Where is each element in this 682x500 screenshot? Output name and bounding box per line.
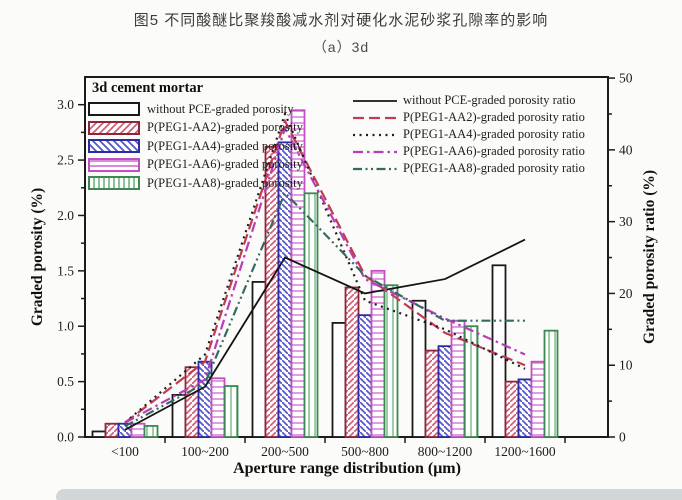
legend-line-label: P(PEG1-AA4)-graded porosity ratio <box>403 127 585 141</box>
bar-peg1-aa8 <box>383 284 399 438</box>
legend-line-label: P(PEG1-AA6)-graded porosity ratio <box>403 144 585 158</box>
line-series-without-pce-ratio <box>124 238 526 431</box>
legend-lines: without PCE-graded porosity ratio P(PEG1-… <box>352 92 585 177</box>
legend-bar-item: P(PEG1-AA4)-graded porosity <box>88 137 303 156</box>
bar-series-peg1-aa4 <box>117 141 533 438</box>
bar-peg1-aa8 <box>143 425 159 438</box>
legend-line-item: P(PEG1-AA2)-graded porosity ratio <box>352 109 585 126</box>
right-tick-label: 20 <box>619 286 633 301</box>
right-tick-label: 50 <box>619 71 633 86</box>
bar-peg1-aa8 <box>463 325 479 438</box>
left-tick-label: 1.0 <box>57 319 74 334</box>
x-axis-title: Aperture range distribution (μm) <box>233 460 461 477</box>
legend-bar-item: P(PEG1-AA2)-graded porosity <box>88 119 303 138</box>
right-tick-label: 30 <box>619 214 633 229</box>
line-series-peg1-aa6-ratio <box>124 125 526 424</box>
legend-line-sample <box>353 150 397 153</box>
left-tick-label: 0.0 <box>57 430 74 445</box>
left-tick-label: 2.5 <box>57 153 74 168</box>
figure-subtitle: （a）3d <box>312 39 370 55</box>
legend-line-label: P(PEG1-AA8)-graded porosity ratio <box>403 161 585 175</box>
legend-bar-label: P(PEG1-AA4)-graded porosity <box>147 138 303 153</box>
line-series-peg1-aa2-ratio <box>124 118 526 424</box>
bar-series-peg1-aa8 <box>143 192 559 438</box>
left-tick-label: 1.5 <box>57 263 74 278</box>
legend-bar-item: P(PEG1-AA8)-graded porosity <box>88 174 303 193</box>
legend-line-items: without PCE-graded porosity ratio P(PEG1-… <box>352 92 585 177</box>
x-category-label: 800~1200 <box>418 444 473 459</box>
legend-bar-swatch <box>88 157 140 172</box>
bottom-band <box>56 489 682 500</box>
bar-peg1-aa8 <box>303 192 319 438</box>
line-series-peg1-aa8-ratio <box>124 190 525 428</box>
axis-ticks <box>78 77 615 443</box>
legend-bar-label: P(PEG1-AA8)-graded porosity <box>147 175 303 190</box>
legend-line-label: P(PEG1-AA2)-graded porosity ratio <box>403 110 585 124</box>
bar-peg1-aa8 <box>223 385 239 438</box>
right-tick-label: 40 <box>619 142 633 157</box>
legend-line-item: P(PEG1-AA6)-graded porosity ratio <box>352 143 585 160</box>
legend-bar-label: without PCE-graded porosity <box>147 101 294 116</box>
axis-tick-labels: 0.0 0.5 1.0 1.5 2.0 2.5 3.0 0 10 20 30 40 50 <100 100~… <box>57 71 633 459</box>
right-tick-label: 10 <box>619 358 633 373</box>
bar-series-without-pce <box>91 264 507 438</box>
left-tick-label: 3.0 <box>57 97 74 112</box>
x-category-label: 100~200 <box>181 444 229 459</box>
x-category-label: 200~500 <box>261 444 309 459</box>
legend-bar-swatch <box>88 176 140 191</box>
right-axis-title: Graded porosity ratio (%) <box>641 169 658 345</box>
x-category-label: 1200~1600 <box>494 444 556 459</box>
legend-line-sample <box>353 116 397 119</box>
legend-bar-swatch <box>88 102 140 117</box>
legend-line-sample <box>353 167 397 170</box>
legend-line-item: P(PEG1-AA8)-graded porosity ratio <box>352 160 585 177</box>
left-tick-label: 0.5 <box>57 374 74 389</box>
legend-title: 3d cement mortar <box>92 80 204 96</box>
legend-bar-swatch <box>88 120 140 135</box>
bar-series-peg1-aa6 <box>130 109 546 438</box>
legend-line-item: P(PEG1-AA4)-graded porosity ratio <box>352 126 585 143</box>
bar-peg1-aa8 <box>543 329 559 438</box>
left-axis-title: Graded porosity (%) <box>29 187 46 327</box>
legend-bar-label: P(PEG1-AA6)-graded porosity <box>147 157 303 172</box>
legend-bar-label: P(PEG1-AA2)-graded porosity <box>147 120 303 135</box>
legend-line-sample <box>353 133 397 136</box>
left-tick-label: 2.0 <box>57 208 74 223</box>
figure-title: 图5 不同酸醚比聚羧酸减水剂对硬化水泥砂浆孔隙率的影响 <box>133 12 549 29</box>
legend-line-sample <box>353 99 397 102</box>
right-tick-label: 0 <box>619 430 626 445</box>
legend-bar-items: without PCE-graded porosity P(PEG1-AA2)-g… <box>88 100 303 193</box>
legend-bar-swatch <box>88 139 140 154</box>
legend-line-label: without PCE-graded porosity ratio <box>403 93 576 107</box>
legend-bar-item: without PCE-graded porosity <box>88 100 303 119</box>
x-category-label: 500~800 <box>341 444 389 459</box>
legend-bar-item: P(PEG1-AA6)-graded porosity <box>88 156 303 175</box>
x-category-label: <100 <box>111 444 139 459</box>
legend-bars: 3d cement mortar without PCE-graded poro… <box>88 80 303 193</box>
legend-line-item: without PCE-graded porosity ratio <box>352 92 585 109</box>
